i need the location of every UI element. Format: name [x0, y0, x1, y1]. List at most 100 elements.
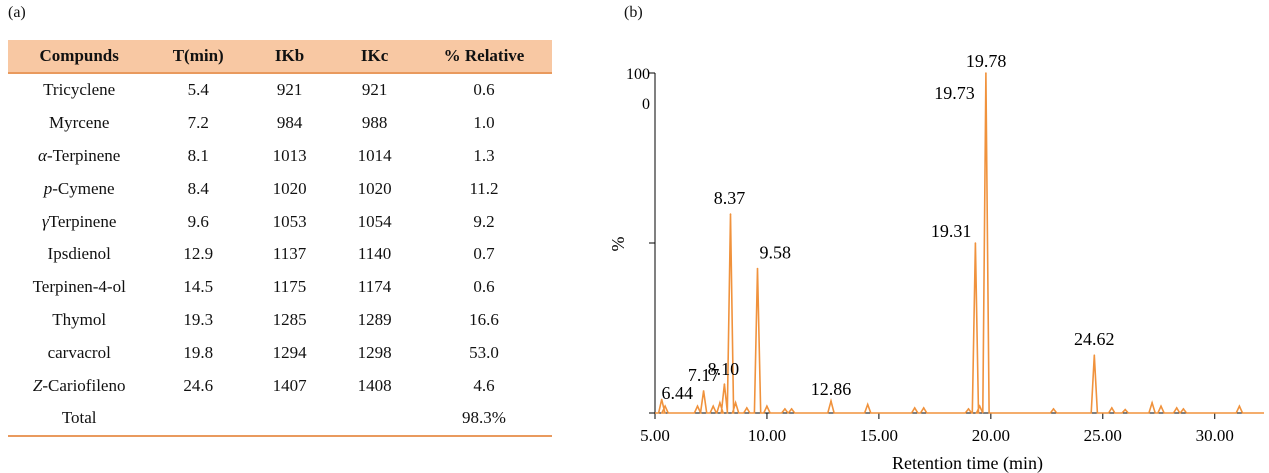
- cell-empty: [246, 401, 334, 437]
- cell-time: 7.2: [187, 113, 209, 133]
- cell-ikb: 921: [276, 80, 303, 100]
- table-header-row: Compunds T(min) IKb IKc % Relative: [8, 40, 552, 74]
- peak-point: [1093, 354, 1096, 357]
- cell-ikb: 1137: [272, 244, 307, 264]
- cell-time: 9.6: [187, 211, 209, 231]
- y-tick-label: 0: [642, 96, 650, 113]
- compound-name: Tricyclene: [43, 80, 116, 100]
- peak-point: [985, 72, 987, 74]
- cell-ikb: 1013: [272, 145, 307, 165]
- peak-label: 19.31: [931, 221, 972, 241]
- cell-ikc: 1140: [357, 244, 392, 264]
- peak-point: [723, 383, 726, 385]
- compound-name: carvacrol: [47, 342, 111, 362]
- peak-point: [1175, 407, 1178, 409]
- cell-ikc: 921: [361, 80, 388, 100]
- table-row: Terpinen-4-ol 14.5 1175 1174 0.6: [8, 271, 552, 304]
- peak-point: [766, 405, 768, 408]
- peak-label: 12.86: [811, 379, 852, 399]
- cell-time: 5.4: [187, 80, 209, 100]
- cell-ikb: 984: [276, 113, 303, 133]
- cell-ikc: 1014: [357, 145, 392, 165]
- cell-ikc: 1298: [357, 342, 392, 362]
- peak-point: [974, 242, 977, 244]
- cell-time: 19.3: [183, 309, 214, 329]
- total-relative: 98.3%: [416, 401, 552, 437]
- table-row: Ipsdienol 12.9 1137 1140 0.7: [8, 238, 552, 271]
- table-row: Tricyclene 5.4 921 921 0.6: [8, 73, 552, 107]
- cell-ikc: 1408: [357, 375, 392, 395]
- compound-name: Thymol: [52, 309, 107, 329]
- compound-name: γTerpinene: [41, 211, 117, 231]
- x-tick-label: 30.00: [1196, 426, 1234, 445]
- cell-ikc: 1289: [357, 309, 392, 329]
- cell-relative: 11.2: [469, 178, 499, 198]
- compound-name: p-Cymene: [43, 178, 115, 198]
- peak-label: 7.17: [688, 365, 720, 385]
- peak-point: [1238, 405, 1241, 408]
- peak-label: 19.78: [966, 51, 1007, 71]
- peak-point: [1111, 407, 1113, 409]
- cell-time: 8.4: [187, 178, 209, 198]
- peak-label: 24.62: [1074, 329, 1115, 349]
- compounds-table: Compunds T(min) IKb IKc % Relative Tricy…: [8, 40, 552, 437]
- peak-point: [922, 407, 925, 409]
- compound-name: Terpinen-4-ol: [32, 277, 126, 297]
- y-tick-label: 100: [626, 66, 650, 83]
- peak-label: 9.58: [760, 243, 792, 263]
- peak-label: 6.44: [661, 383, 693, 403]
- x-tick-label: 25.00: [1084, 426, 1122, 445]
- header-ikc: IKc: [333, 40, 416, 74]
- peak-point: [660, 398, 663, 401]
- cell-ikb: 1407: [272, 375, 307, 395]
- cell-relative: 0.7: [473, 244, 495, 264]
- panel-label-b: (b): [624, 4, 643, 21]
- cell-time: 12.9: [183, 244, 214, 264]
- cell-empty: [333, 401, 416, 437]
- peak-point: [1160, 405, 1162, 408]
- cell-time: 8.1: [187, 145, 209, 165]
- peak-point: [784, 408, 786, 410]
- table-row: Thymol 19.3 1285 1289 16.6: [8, 304, 552, 337]
- header-relative: % Relative: [416, 40, 552, 74]
- x-tick-label: 20.00: [972, 426, 1010, 445]
- cell-ikb: 1294: [272, 342, 307, 362]
- x-axis-label: Retention time (min): [892, 453, 1043, 473]
- cell-relative: 1.3: [473, 145, 495, 165]
- x-tick-label: 15.00: [860, 426, 898, 445]
- cell-empty: [150, 401, 246, 437]
- total-label: Total: [8, 401, 151, 437]
- compound-name: Myrcene: [48, 113, 110, 133]
- header-compounds: Compunds: [8, 40, 151, 74]
- cell-ikc: 1020: [357, 178, 392, 198]
- x-tick-label: 5.00: [640, 426, 670, 445]
- peak-label: 19.73: [934, 83, 975, 103]
- peak-point: [1124, 408, 1126, 411]
- table-row: carvacrol 19.8 1294 1298 53.0: [8, 336, 552, 369]
- cell-relative: 53.0: [469, 342, 499, 362]
- peak-point: [696, 405, 699, 408]
- cell-relative: 4.6: [473, 375, 495, 395]
- peak-point: [729, 213, 732, 215]
- cell-relative: 1.0: [473, 113, 495, 133]
- cell-ikc: 1174: [357, 277, 392, 297]
- chromatogram-trace: [655, 72, 1264, 414]
- cell-ikc: 1054: [357, 211, 392, 231]
- cell-relative: 0.6: [473, 80, 495, 100]
- peak-point: [664, 405, 666, 408]
- peak-point: [830, 400, 832, 402]
- cell-time: 19.8: [183, 342, 214, 362]
- x-tick-label: 10.00: [748, 426, 786, 445]
- table-row: γTerpinene 9.6 1053 1054 9.2: [8, 205, 552, 238]
- peak-point: [913, 407, 916, 409]
- cell-ikb: 1053: [272, 211, 307, 231]
- cell-ikb: 1285: [272, 309, 307, 329]
- panel-label-a: (a): [8, 4, 26, 21]
- table-total-row: Total 98.3%: [8, 401, 552, 437]
- peak-point: [1182, 408, 1185, 410]
- compound-name: α-Terpinene: [38, 145, 121, 165]
- peak-point: [1052, 408, 1055, 410]
- peak-point: [746, 407, 748, 409]
- cell-relative: 9.2: [473, 211, 495, 231]
